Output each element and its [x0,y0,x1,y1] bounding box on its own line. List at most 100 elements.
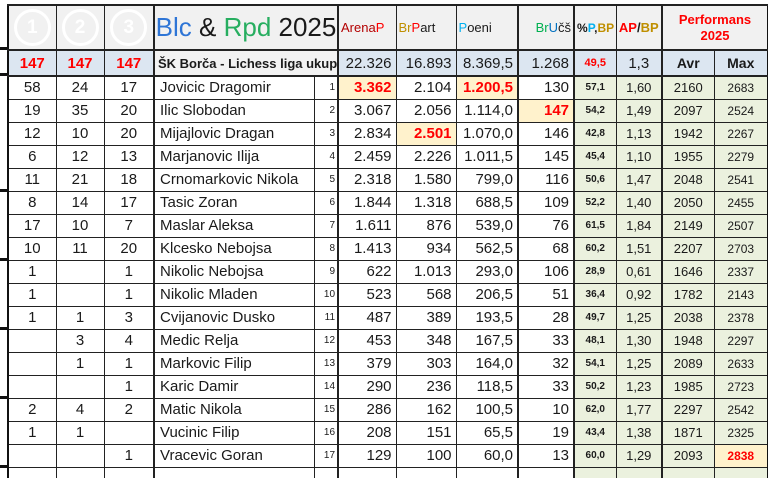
rank-number-cell[interactable]: 15 [313,397,339,422]
bruc-cell[interactable]: 145 [517,144,575,169]
bronze-count-cell[interactable]: 13 [103,144,155,169]
gold-count-cell[interactable] [7,443,57,468]
max-rating-cell[interactable]: 2838 [713,443,768,468]
bruc-cell[interactable]: 130 [517,75,575,100]
pbp-cell[interactable]: 60,2 [573,236,617,261]
bruc-cell[interactable]: 19 [517,420,575,445]
silver-count-cell[interactable]: 3 [55,328,105,353]
col-header-performans[interactable]: Performans 2025 [661,4,768,51]
brpart-cell[interactable]: 389 [395,305,457,330]
brpart-cell[interactable]: 100 [395,443,457,468]
player-name-cell[interactable]: Ilic Slobodan [153,98,315,123]
cell-empty[interactable] [713,466,768,478]
brpart-cell[interactable]: 236 [395,374,457,399]
max-subheader[interactable]: Max [713,49,768,77]
rank-number-cell[interactable]: 6 [313,190,339,215]
arenap-cell[interactable]: 622 [337,259,397,284]
pbp-cell[interactable]: 48,1 [573,328,617,353]
arenap-cell[interactable]: 2.318 [337,167,397,192]
apbp-cell[interactable]: 1,13 [615,121,663,146]
brpart-cell[interactable]: 1.318 [395,190,457,215]
bronze-count-cell[interactable]: 1 [103,374,155,399]
silver-medal-header-cell[interactable]: 2 [55,4,105,51]
poeni-cell[interactable]: 206,5 [455,282,519,307]
poeni-cell[interactable]: 193,5 [455,305,519,330]
cell-empty[interactable] [313,466,339,478]
silver-count-cell[interactable]: 10 [55,213,105,238]
brpart-cell[interactable]: 303 [395,351,457,376]
rank-number-cell[interactable]: 10 [313,282,339,307]
brpart-cell[interactable]: 162 [395,397,457,422]
apbp-cell[interactable]: 1,25 [615,351,663,376]
rank-number-cell[interactable]: 2 [313,98,339,123]
avr-rating-cell[interactable]: 1955 [661,144,715,169]
col-header-bruc[interactable]: BrUčš [517,4,575,51]
total-silver-count[interactable]: 147 [55,49,105,77]
total-apbp[interactable]: 1,3 [615,49,663,77]
brpart-cell[interactable]: 1.013 [395,259,457,284]
apbp-cell[interactable]: 1,77 [615,397,663,422]
avr-rating-cell[interactable]: 2038 [661,305,715,330]
player-name-cell[interactable]: Medic Relja [153,328,315,353]
bronze-count-cell[interactable]: 17 [103,75,155,100]
pbp-cell[interactable]: 61,5 [573,213,617,238]
arenap-cell[interactable]: 453 [337,328,397,353]
max-rating-cell[interactable]: 2143 [713,282,768,307]
poeni-cell[interactable]: 688,5 [455,190,519,215]
gold-count-cell[interactable]: 17 [7,213,57,238]
apbp-cell[interactable]: 1,40 [615,190,663,215]
max-rating-cell[interactable]: 2723 [713,374,768,399]
bronze-count-cell[interactable]: 18 [103,167,155,192]
cell-empty[interactable] [661,466,715,478]
max-rating-cell[interactable]: 2507 [713,213,768,238]
avr-rating-cell[interactable]: 1985 [661,374,715,399]
apbp-cell[interactable]: 1,60 [615,75,663,100]
bronze-count-cell[interactable]: 20 [103,98,155,123]
poeni-cell[interactable]: 799,0 [455,167,519,192]
pbp-cell[interactable]: 42,8 [573,121,617,146]
gold-count-cell[interactable]: 12 [7,121,57,146]
bronze-count-cell[interactable]: 7 [103,213,155,238]
bronze-count-cell[interactable]: 1 [103,443,155,468]
avr-rating-cell[interactable]: 1646 [661,259,715,284]
silver-count-cell[interactable]: 1 [55,351,105,376]
arenap-cell[interactable]: 487 [337,305,397,330]
poeni-cell[interactable]: 562,5 [455,236,519,261]
apbp-cell[interactable]: 1,29 [615,443,663,468]
apbp-cell[interactable]: 0,92 [615,282,663,307]
apbp-cell[interactable]: 1,51 [615,236,663,261]
max-rating-cell[interactable]: 2542 [713,397,768,422]
max-rating-cell[interactable]: 2524 [713,98,768,123]
silver-count-cell[interactable]: 21 [55,167,105,192]
brpart-cell[interactable]: 568 [395,282,457,307]
pbp-cell[interactable]: 45,4 [573,144,617,169]
arenap-cell[interactable]: 2.459 [337,144,397,169]
brpart-cell[interactable]: 151 [395,420,457,445]
pbp-cell[interactable]: 57,1 [573,75,617,100]
silver-count-cell[interactable]: 11 [55,236,105,261]
poeni-cell[interactable]: 167,5 [455,328,519,353]
silver-count-cell[interactable] [55,374,105,399]
player-name-cell[interactable]: Marjanovic Ilija [153,144,315,169]
rank-number-cell[interactable]: 14 [313,374,339,399]
rank-number-cell[interactable]: 17 [313,443,339,468]
avr-subheader[interactable]: Avr [661,49,715,77]
total-arenap[interactable]: 22.326 [337,49,397,77]
avr-rating-cell[interactable]: 2297 [661,397,715,422]
cell-empty[interactable] [615,466,663,478]
bruc-cell[interactable]: 51 [517,282,575,307]
pbp-cell[interactable]: 52,2 [573,190,617,215]
bruc-cell[interactable]: 106 [517,259,575,284]
arenap-cell[interactable]: 379 [337,351,397,376]
apbp-cell[interactable]: 1,84 [615,213,663,238]
silver-count-cell[interactable]: 35 [55,98,105,123]
arenap-cell[interactable]: 1.413 [337,236,397,261]
silver-count-cell[interactable]: 10 [55,121,105,146]
silver-count-cell[interactable] [55,282,105,307]
apbp-cell[interactable]: 1,30 [615,328,663,353]
bruc-cell[interactable]: 32 [517,351,575,376]
apbp-cell[interactable]: 1,25 [615,305,663,330]
avr-rating-cell[interactable]: 1942 [661,121,715,146]
gold-count-cell[interactable]: 1 [7,305,57,330]
arenap-cell[interactable]: 2.834 [337,121,397,146]
